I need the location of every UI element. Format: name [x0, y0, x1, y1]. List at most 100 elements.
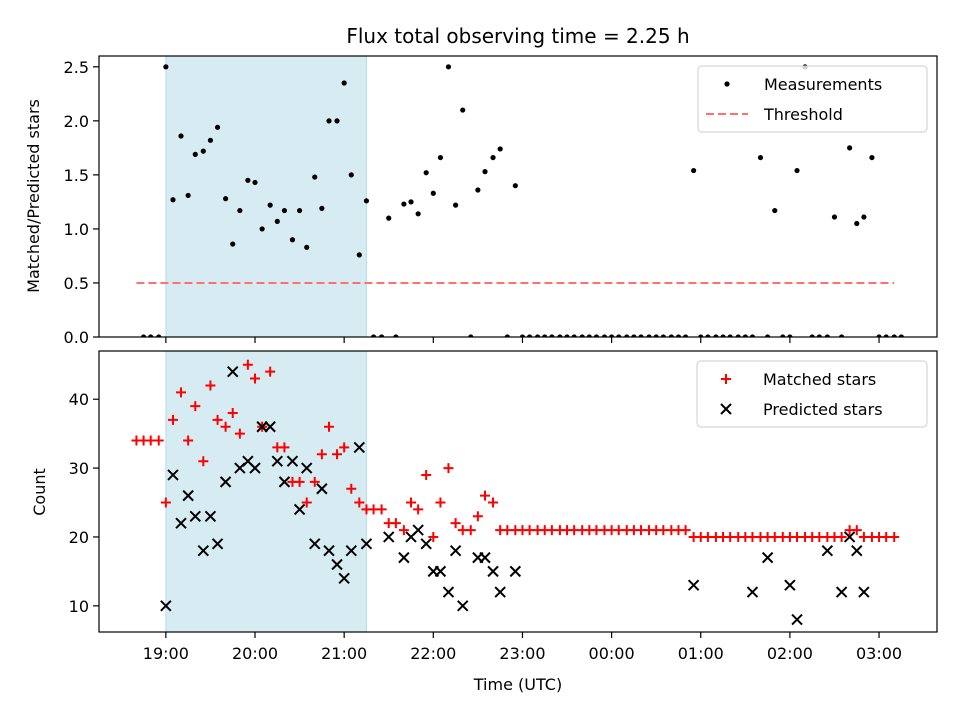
bottom-series-matched-stars-point [279, 442, 290, 453]
x-tick-label: 01:00 [678, 644, 724, 663]
bottom-legend-predicted-stars-label: Predicted stars [763, 400, 883, 419]
top-series-measurements-point [401, 201, 407, 207]
bottom-series-matched-stars-point [332, 449, 343, 460]
bottom-series-matched-stars-point [301, 497, 312, 508]
bottom-series-predicted-stars-point [286, 455, 299, 467]
top-series-measurements-point [237, 207, 243, 214]
bottom-legend-matched-stars-label: Matched stars [763, 370, 876, 389]
top-series-measurements-point [675, 334, 682, 337]
bottom-series-predicted-stars-point [442, 586, 455, 598]
bottom-series-matched-stars-point [212, 414, 223, 425]
top-series-measurements-point [549, 334, 555, 337]
bottom-series-predicted-stars-point [189, 510, 201, 522]
top-series-measurements-point [222, 196, 229, 202]
bottom-series-matched-stars-point [406, 497, 417, 508]
top-series-measurements-point [192, 151, 198, 157]
bottom-series-predicted-stars-point [160, 600, 172, 612]
top-series-measurements-point [430, 190, 436, 196]
top-series-measurements-point [252, 179, 258, 186]
bottom-series-predicted-stars-point [338, 572, 350, 584]
bottom-series-matched-stars-point [250, 373, 261, 384]
bottom-series-matched-stars-point [220, 421, 231, 432]
top-shaded-span [165, 55, 367, 338]
top-series-measurements-point [713, 334, 719, 337]
top-series-measurements-point [891, 334, 897, 337]
top-series-measurements-point [557, 334, 563, 337]
top-series-measurements-point [683, 334, 689, 337]
x-tick-label: 00:00 [589, 644, 635, 663]
bottom-series-predicted-stars-point [487, 565, 499, 578]
bottom-series-matched-stars-point [390, 518, 401, 529]
top-series-measurements-point [274, 218, 280, 224]
top-series-measurements-point [408, 199, 414, 205]
top-series-measurements-point [601, 334, 608, 337]
bottom-y-tick-label: 10 [69, 597, 89, 616]
bottom-series-predicted-stars-point [331, 558, 343, 571]
bottom-series-predicted-stars-point [434, 565, 447, 578]
top-legend-measurements-label: Measurements [764, 75, 882, 94]
top-panel: 0.0 0.5 1.0 1.5 2.0 2.5 Measurements Threshold [64, 55, 938, 347]
bottom-series-matched-stars-point [465, 525, 476, 536]
top-y-ticks: 0.0 0.5 1.0 1.5 2.0 2.5 [64, 58, 99, 347]
bottom-series-matched-stars-point [227, 407, 238, 418]
bottom-series-matched-stars-point [443, 463, 454, 474]
bottom-series-matched-stars-point [480, 490, 491, 501]
x-tick-label: 03:00 [856, 644, 902, 663]
bottom-series-predicted-stars-point [746, 586, 759, 598]
bottom-series-predicted-stars-point [761, 551, 774, 564]
bottom-legend-box [696, 360, 928, 428]
bottom-y-tick-label: 30 [69, 459, 89, 478]
top-series-measurements-point [437, 154, 444, 161]
top-series-measurements-point [445, 64, 452, 70]
top-series-measurements-point [468, 334, 474, 337]
top-series-measurements-point [178, 133, 184, 139]
top-series-measurements-point [593, 334, 600, 337]
top-series-measurements-point [475, 187, 481, 193]
top-series-measurements-point [691, 167, 697, 174]
bottom-series-predicted-stars-point [309, 538, 321, 550]
top-series-measurements-point [504, 334, 510, 337]
bottom-series-matched-stars-point [339, 442, 350, 453]
bottom-x-ticks: 19:00 20:00 21:00 22:00 23:00 00:00 01:00 02:00… [143, 632, 902, 663]
top-series-measurements-point [423, 170, 429, 176]
top-series-measurements-point [735, 334, 741, 337]
bottom-series-matched-stars-point [346, 483, 357, 494]
top-series-measurements-point [386, 215, 392, 221]
bottom-y-axis-label: Count [30, 468, 49, 516]
bottom-series-matched-stars-point [851, 525, 862, 536]
top-legend-measurements-swatch [724, 81, 730, 87]
top-series-measurements-point [453, 202, 459, 208]
top-series-measurements-point [668, 334, 674, 337]
bottom-series-predicted-stars-point [420, 538, 432, 550]
top-series-measurements-point [616, 334, 622, 337]
bottom-plot-area [131, 359, 900, 626]
top-series-measurements-point [341, 80, 347, 86]
bottom-series-matched-stars-point [176, 387, 187, 398]
bottom-series-matched-stars-point [183, 435, 194, 446]
top-series-measurements-point [185, 192, 191, 199]
bottom-series-predicted-stars-point [449, 545, 462, 557]
top-series-measurements-point [163, 64, 169, 70]
bottom-series-matched-stars-point [472, 511, 483, 522]
top-series-measurements-point [370, 334, 377, 337]
bottom-series-matched-stars-point [398, 525, 409, 536]
top-series-measurements-point [757, 154, 764, 161]
bottom-series-matched-stars-point [376, 504, 387, 515]
bottom-series-matched-stars-point [153, 435, 164, 446]
bottom-series-predicted-stars-point [175, 517, 187, 529]
bottom-series-matched-stars-point [450, 518, 461, 529]
top-series-measurements-point [854, 220, 860, 227]
top-series-measurements-point [646, 334, 652, 337]
bottom-legend-matched-stars-swatch [721, 374, 731, 384]
top-series-measurements-point [772, 207, 778, 214]
top-series-measurements-point [579, 334, 585, 337]
top-series-measurements-point [839, 334, 845, 337]
top-series-measurements-point [624, 334, 630, 337]
top-series-measurements-point [535, 334, 541, 337]
bottom-series-predicted-stars-point [323, 545, 335, 557]
top-series-measurements-point [490, 154, 496, 161]
top-series-measurements-point [705, 334, 711, 337]
top-y-tick-label: 0.0 [64, 328, 89, 347]
bottom-series-predicted-stars-point [316, 483, 328, 495]
bottom-series-predicted-stars-point [167, 469, 179, 481]
